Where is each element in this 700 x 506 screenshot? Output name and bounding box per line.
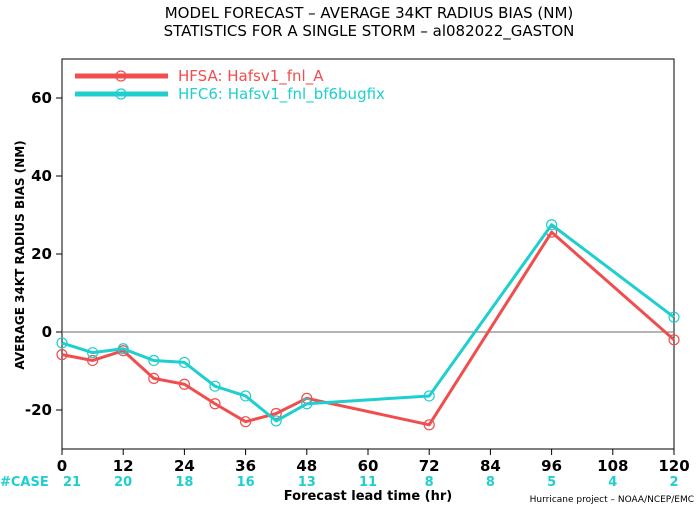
data-point-hfc6 bbox=[56, 337, 68, 349]
x-tick-label: 0 bbox=[57, 457, 67, 475]
data-point-hfc6 bbox=[668, 311, 680, 323]
data-point-hfc6 bbox=[178, 356, 190, 369]
x-tick-label: 108 bbox=[597, 457, 628, 475]
x-tick-label: 120 bbox=[658, 457, 689, 475]
x-tick-label: 60 bbox=[358, 457, 379, 475]
case-count: 2 bbox=[669, 475, 678, 490]
x-tick-label: 36 bbox=[235, 457, 256, 475]
plot-frame bbox=[61, 58, 675, 450]
case-count: 5 bbox=[547, 475, 556, 490]
x-tick-label: 72 bbox=[419, 457, 440, 475]
x-tick-label: 84 bbox=[480, 457, 501, 475]
chart-title-line2: STATISTICS FOR A SINGLE STORM – al082022… bbox=[164, 22, 575, 41]
case-count: 11 bbox=[359, 475, 377, 490]
x-tick-label: 12 bbox=[113, 457, 134, 475]
case-count: 21 bbox=[63, 475, 81, 490]
data-point-hfsa bbox=[423, 419, 435, 431]
data-point-hfsa bbox=[86, 354, 99, 367]
data-point-hfc6 bbox=[545, 219, 558, 231]
data-point-hfc6 bbox=[301, 398, 313, 410]
legend-marker bbox=[115, 70, 127, 82]
data-point-hfsa bbox=[178, 378, 190, 390]
data-point-hfc6 bbox=[240, 390, 252, 402]
data-point-hfsa bbox=[209, 398, 221, 410]
data-point-hfsa bbox=[240, 416, 252, 428]
data-point-hfc6 bbox=[148, 354, 160, 367]
credit-text: Hurricane project – NOAA/NCEP/EMC bbox=[530, 495, 694, 505]
case-count: 8 bbox=[425, 475, 434, 490]
data-point-hfc6 bbox=[423, 390, 435, 402]
y-tick-label: 0 bbox=[42, 323, 52, 341]
y-tick-label: 40 bbox=[31, 167, 52, 185]
x-tick-label: 24 bbox=[174, 457, 195, 475]
x-tick-label: 48 bbox=[296, 457, 317, 475]
series-line-hfsa bbox=[61, 230, 675, 427]
case-count: 4 bbox=[608, 475, 617, 490]
data-point-hfsa bbox=[668, 334, 680, 346]
y-axis-label: AVERAGE 34KT RADIUS BIAS (NM) bbox=[13, 140, 27, 369]
y-tick-label: 20 bbox=[31, 245, 52, 263]
case-count: 13 bbox=[298, 475, 316, 490]
data-point-hfc6 bbox=[117, 343, 129, 355]
data-point-hfsa bbox=[56, 349, 68, 361]
data-point-hfc6 bbox=[209, 380, 221, 392]
case-count: 20 bbox=[114, 475, 132, 490]
legend-label: HFC6: Hafsv1_fnl_bf6bugfix bbox=[178, 85, 385, 104]
data-point-hfc6 bbox=[86, 347, 99, 359]
y-tick-label: 60 bbox=[31, 89, 52, 107]
legend-marker bbox=[115, 88, 127, 100]
data-point-hfsa bbox=[148, 372, 160, 385]
data-point-hfsa bbox=[270, 407, 282, 420]
chart-title-line1: MODEL FORECAST – AVERAGE 34KT RADIUS BIA… bbox=[165, 4, 574, 22]
case-count-label: #CASE bbox=[0, 475, 49, 490]
case-count: 18 bbox=[175, 475, 193, 490]
x-tick-label: 96 bbox=[541, 457, 562, 475]
case-count: 16 bbox=[237, 475, 255, 490]
x-axis-label: Forecast lead time (hr) bbox=[284, 489, 452, 504]
data-point-hfc6 bbox=[270, 415, 282, 427]
y-tick-label: -20 bbox=[25, 401, 52, 419]
legend-label: HFSA: Hafsv1_fnl_A bbox=[178, 67, 324, 86]
case-count: 8 bbox=[486, 475, 495, 490]
series-line-hfc6 bbox=[61, 223, 675, 423]
